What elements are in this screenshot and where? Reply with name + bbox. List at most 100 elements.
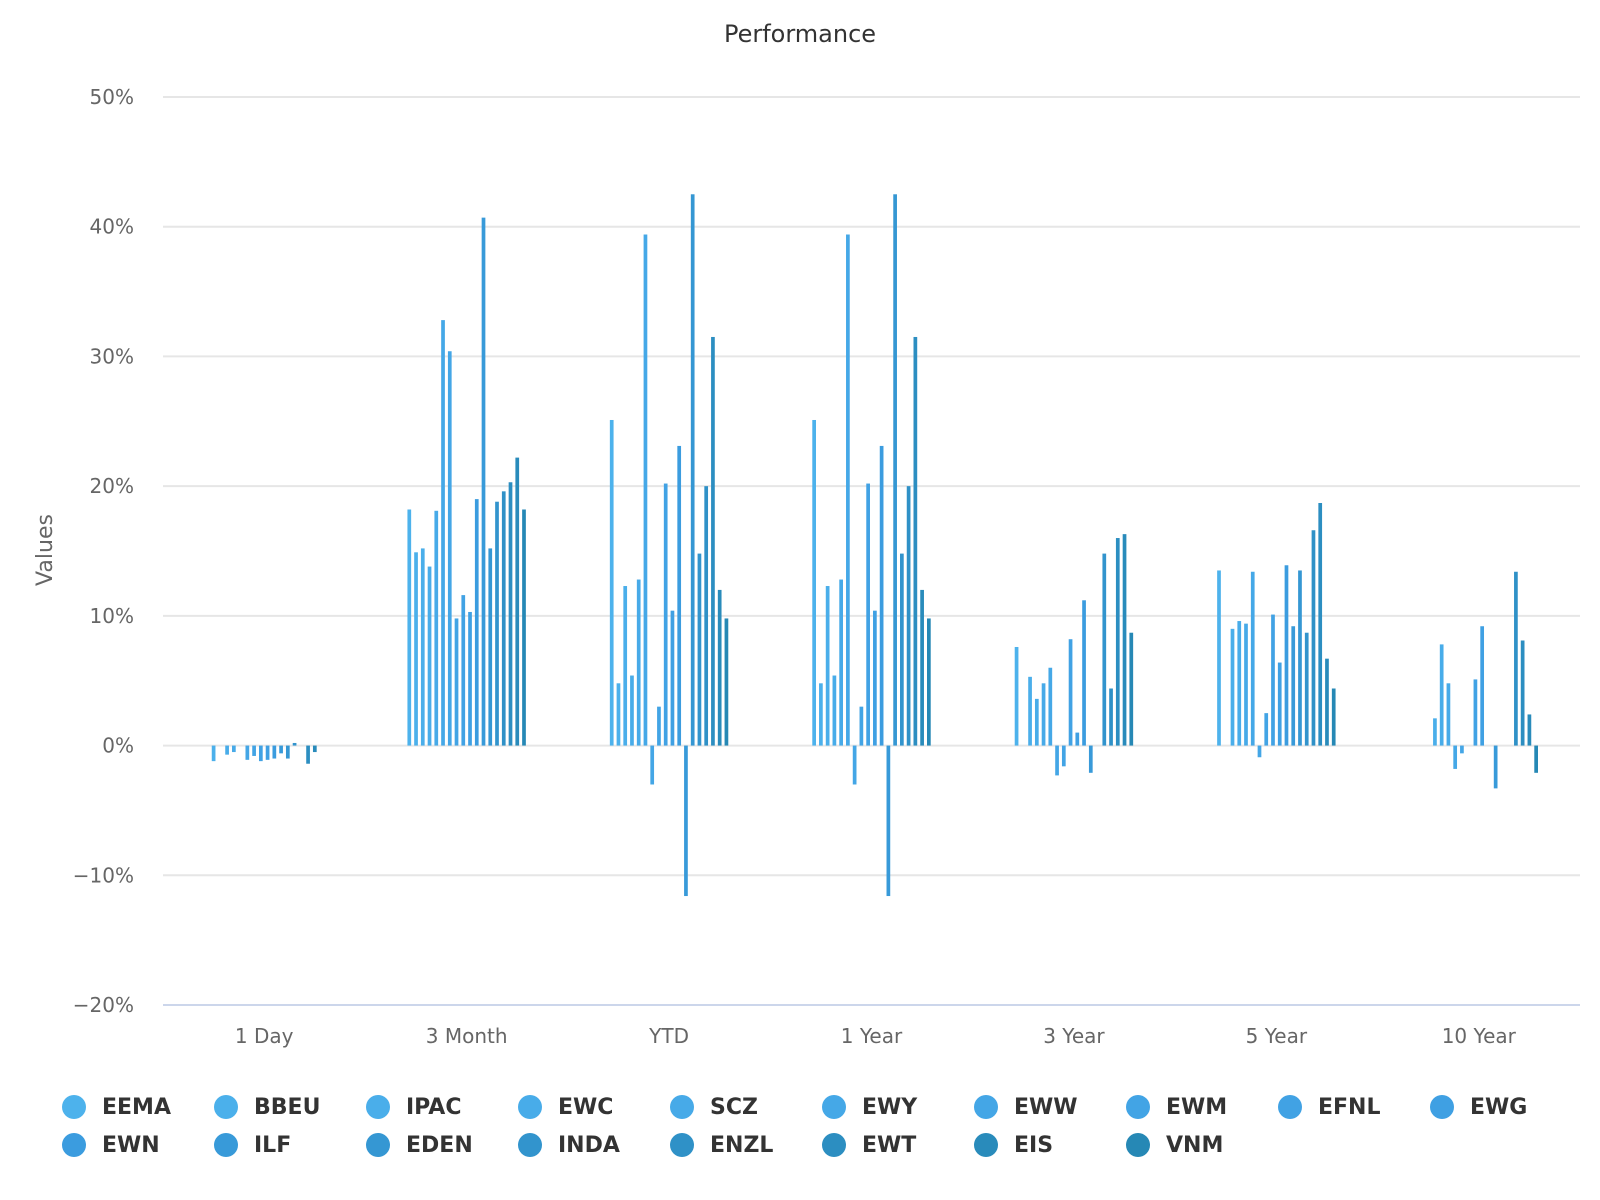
bar-eww-ytd[interactable] — [650, 745, 655, 785]
bar-eis-3-month[interactable] — [515, 457, 520, 746]
bar-ilf-10-year[interactable] — [1493, 745, 1498, 789]
bar-ewy-1-year[interactable] — [846, 234, 850, 746]
bar-enzl-5-year[interactable] — [1311, 530, 1316, 746]
bar-ewm-1-year[interactable] — [859, 706, 864, 746]
bar-bbeu-1-day[interactable] — [211, 745, 216, 762]
bar-efnl-ytd[interactable] — [663, 483, 668, 746]
bar-scz-5-year[interactable] — [1244, 623, 1248, 746]
legend-item-eis[interactable]: EIS — [974, 1130, 1053, 1160]
bar-ipac-5-year[interactable] — [1230, 628, 1235, 746]
bar-ewc-5-year[interactable] — [1237, 621, 1242, 746]
bar-scz-1-year[interactable] — [839, 579, 843, 746]
bar-ewt-3-year[interactable] — [1115, 538, 1120, 746]
bar-ewc-3-month[interactable] — [427, 566, 432, 746]
legend-item-eww[interactable]: EWW — [974, 1092, 1078, 1122]
bar-eden-1-year[interactable] — [893, 194, 897, 746]
bar-ewg-1-day[interactable] — [265, 745, 270, 760]
bar-eden-5-year[interactable] — [1298, 570, 1302, 746]
bar-ewm-3-year[interactable] — [1061, 745, 1066, 767]
bar-ipac-ytd[interactable] — [623, 586, 628, 746]
bar-ipac-1-year[interactable] — [825, 586, 830, 746]
bar-enzl-3-year[interactable] — [1109, 688, 1113, 746]
bar-ewy-3-year[interactable] — [1048, 667, 1053, 746]
bar-eis-1-year[interactable] — [920, 589, 924, 746]
bar-eww-1-year[interactable] — [852, 745, 857, 785]
bar-eden-3-month[interactable] — [488, 548, 493, 746]
bar-ewm-ytd[interactable] — [657, 706, 661, 746]
bar-scz-10-year[interactable] — [1446, 683, 1451, 746]
bar-ewc-10-year[interactable] — [1439, 644, 1444, 746]
bar-ilf-5-year[interactable] — [1291, 626, 1296, 746]
bar-eema-ytd[interactable] — [609, 419, 614, 746]
legend-item-eema[interactable]: EEMA — [62, 1092, 171, 1122]
bar-ewg-3-year[interactable] — [1075, 732, 1080, 746]
bar-efnl-3-month[interactable] — [461, 595, 466, 746]
bar-bbeu-3-month[interactable] — [414, 552, 418, 746]
bar-eden-1-day[interactable] — [285, 745, 290, 759]
bar-scz-3-month[interactable] — [434, 510, 439, 746]
bar-ewt-10-year[interactable] — [1520, 640, 1525, 746]
legend-item-eden[interactable]: EDEN — [366, 1130, 473, 1160]
bar-enzl-ytd[interactable] — [704, 486, 709, 746]
bar-ilf-3-month[interactable] — [481, 217, 486, 746]
bar-efnl-1-day[interactable] — [258, 745, 263, 762]
bar-vnm-5-year[interactable] — [1331, 688, 1336, 746]
bar-ilf-1-year[interactable] — [886, 745, 891, 897]
legend-item-bbeu[interactable]: BBEU — [214, 1092, 320, 1122]
bar-eema-3-year[interactable] — [1014, 646, 1019, 746]
legend-item-ipac[interactable]: IPAC — [366, 1092, 461, 1122]
bar-enzl-10-year[interactable] — [1514, 571, 1518, 746]
bar-ewm-5-year[interactable] — [1264, 713, 1269, 746]
bar-ewc-ytd[interactable] — [630, 675, 634, 746]
bar-efnl-3-year[interactable] — [1068, 639, 1073, 746]
bar-inda-3-month[interactable] — [495, 501, 499, 746]
bar-ilf-ytd[interactable] — [684, 745, 688, 897]
bar-ewc-1-year[interactable] — [832, 675, 837, 746]
bar-ewc-3-year[interactable] — [1034, 698, 1039, 746]
legend-item-enzl[interactable]: ENZL — [670, 1130, 773, 1160]
bar-ewn-ytd[interactable] — [677, 445, 682, 746]
bar-ewm-3-month[interactable] — [454, 618, 459, 746]
bar-vnm-3-year[interactable] — [1129, 632, 1134, 746]
bar-ewn-3-month[interactable] — [474, 499, 479, 746]
bar-ewn-3-year[interactable] — [1082, 600, 1086, 746]
legend-item-ewm[interactable]: EWM — [1126, 1092, 1227, 1122]
bar-ewt-ytd[interactable] — [711, 336, 715, 746]
bar-vnm-10-year[interactable] — [1534, 745, 1538, 773]
bar-inda-3-year[interactable] — [1102, 553, 1107, 746]
bar-ewt-1-day[interactable] — [306, 745, 310, 764]
bar-inda-1-day[interactable] — [292, 742, 297, 746]
bar-vnm-1-year[interactable] — [926, 618, 931, 746]
bar-efnl-5-year[interactable] — [1271, 614, 1275, 746]
bar-eww-3-month[interactable] — [447, 351, 452, 746]
bar-ewy-10-year[interactable] — [1453, 745, 1458, 769]
legend-item-ewt[interactable]: EWT — [822, 1130, 916, 1160]
bar-ilf-3-year[interactable] — [1088, 745, 1093, 773]
bar-ewn-1-year[interactable] — [879, 445, 884, 746]
bar-efnl-1-year[interactable] — [866, 483, 870, 746]
bar-ewg-3-month[interactable] — [468, 611, 472, 746]
bar-inda-1-year[interactable] — [900, 553, 904, 746]
legend-item-ilf[interactable]: ILF — [214, 1130, 291, 1160]
bar-ipac-3-month[interactable] — [420, 548, 425, 746]
bar-efnl-10-year[interactable] — [1473, 679, 1478, 746]
legend-item-ewc[interactable]: EWC — [518, 1092, 613, 1122]
bar-ewn-1-day[interactable] — [272, 745, 277, 759]
bar-scz-ytd[interactable] — [636, 579, 641, 746]
bar-eww-3-year[interactable] — [1055, 745, 1059, 776]
bar-ilf-1-day[interactable] — [279, 745, 283, 754]
legend-item-efnl[interactable]: EFNL — [1278, 1092, 1381, 1122]
bar-scz-1-day[interactable] — [231, 745, 236, 753]
bar-ewt-1-year[interactable] — [913, 336, 918, 746]
bar-enzl-3-month[interactable] — [501, 491, 506, 746]
bar-eww-5-year[interactable] — [1257, 745, 1262, 758]
legend-item-inda[interactable]: INDA — [518, 1130, 620, 1160]
bar-ewg-5-year[interactable] — [1277, 662, 1282, 746]
bar-bbeu-ytd[interactable] — [616, 683, 621, 746]
bar-ewc-1-day[interactable] — [225, 745, 229, 755]
bar-ewt-5-year[interactable] — [1318, 503, 1323, 746]
bar-ipac-3-year[interactable] — [1028, 676, 1032, 746]
bar-ewg-10-year[interactable] — [1480, 626, 1485, 746]
bar-bbeu-1-year[interactable] — [819, 683, 823, 746]
bar-ewy-3-month[interactable] — [441, 320, 445, 746]
